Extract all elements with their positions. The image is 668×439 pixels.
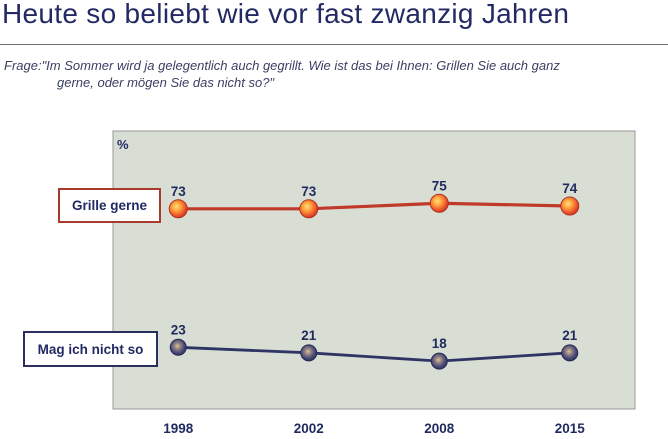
x-tick-label-2008: 2008: [424, 421, 455, 436]
marker-grille-gerne-2015: [560, 196, 580, 216]
value-label-grille-gerne-1998: 73: [171, 184, 187, 199]
value-label-mag-ich-nicht-so-2002: 21: [301, 328, 317, 343]
marker-mag-ich-nicht-so-2008: [430, 352, 448, 370]
value-label-mag-ich-nicht-so-2008: 18: [432, 336, 448, 351]
marker-grille-gerne-1998: [168, 199, 188, 219]
marker-mag-ich-nicht-so-2015: [561, 344, 579, 362]
y-axis-unit-label: %: [117, 137, 129, 152]
value-label-grille-gerne-2002: 73: [301, 184, 317, 199]
legend-grille-gerne: Grille gerne: [58, 188, 161, 223]
marker-mag-ich-nicht-so-1998: [169, 338, 187, 356]
plot-background: [112, 130, 636, 410]
survey-question: Frage:"Im Sommer wird ja gelegentlich au…: [4, 57, 560, 91]
value-label-grille-gerne-2015: 74: [562, 181, 578, 196]
title-divider: [0, 44, 668, 45]
line-mag-ich-nicht-so: [178, 345, 570, 363]
x-tick-label-2015: 2015: [555, 421, 586, 436]
value-label-grille-gerne-2008: 75: [432, 178, 448, 193]
marker-mag-ich-nicht-so-2002: [300, 344, 318, 362]
line-grille-gerne: [178, 201, 570, 211]
marker-grille-gerne-2002: [299, 199, 319, 219]
value-label-mag-ich-nicht-so-1998: 23: [171, 322, 187, 337]
question-line-2: gerne, oder mögen Sie das nicht so?": [57, 75, 275, 90]
x-tick-label-2002: 2002: [294, 421, 324, 436]
x-tick-label-1998: 1998: [163, 421, 194, 436]
value-label-mag-ich-nicht-so-2015: 21: [562, 328, 578, 343]
slide-title: Heute so beliebt wie vor fast zwanzig Ja…: [2, 0, 570, 29]
marker-grille-gerne-2008: [429, 193, 449, 213]
question-line-1: Frage:"Im Sommer wird ja gelegentlich au…: [4, 58, 560, 73]
legend-mag-ich-nicht-so: Mag ich nicht so: [23, 331, 158, 367]
